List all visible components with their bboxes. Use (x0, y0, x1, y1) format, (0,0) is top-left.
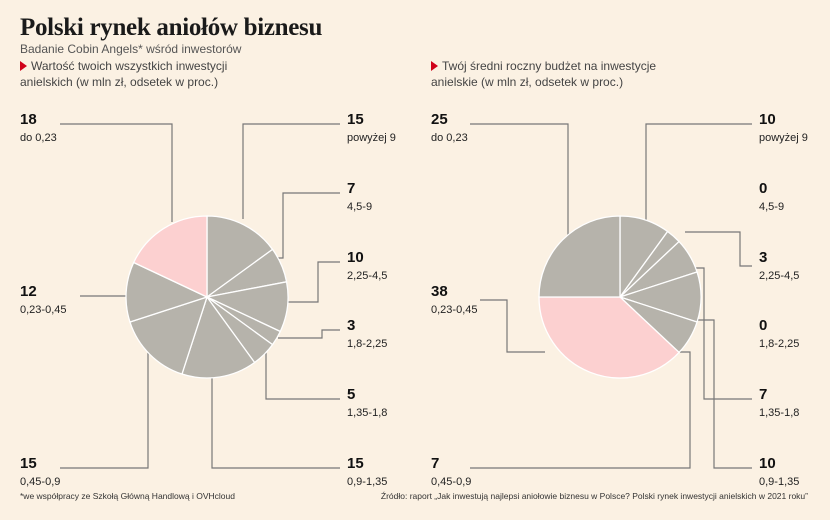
pie-slice (206, 215, 274, 299)
slice-category-label: powyżej 9 (759, 132, 808, 144)
leader-line (470, 351, 691, 469)
pie-slice (538, 296, 680, 379)
slice-value-label: 10 (759, 111, 776, 128)
leader-line (645, 123, 752, 220)
pie-slice (125, 261, 209, 323)
slice-category-label: powyżej 9 (347, 132, 396, 144)
leader-line (60, 350, 149, 469)
slice-category-label: 2,25-4,5 (759, 270, 799, 282)
leader-line (696, 319, 752, 469)
slice-category-label: 0,9-1,35 (759, 476, 799, 488)
slice-category-label: 1,8-2,25 (759, 338, 799, 350)
slice-value-label: 10 (759, 455, 776, 472)
pie-slice (181, 295, 256, 379)
leader-line (60, 123, 173, 222)
slice-value-label: 0 (759, 180, 767, 197)
slice-value-label: 7 (347, 180, 355, 197)
slice-value-label: 3 (759, 249, 767, 266)
pie-slice (132, 215, 208, 299)
slice-value-label: 7 (431, 455, 439, 472)
triangle-marker-icon (431, 61, 438, 71)
slice-category-label: 1,8-2,25 (347, 338, 387, 350)
slice-value-label: 38 (431, 283, 448, 300)
pie-slice (538, 215, 621, 298)
slice-value-label: 10 (347, 249, 364, 266)
chart-1-heading: Wartość twoich wszystkich inwestycji ani… (20, 58, 250, 90)
slice-category-label: 4,5-9 (347, 201, 372, 213)
slice-category-label: 0,45-0,9 (431, 476, 471, 488)
page-title: Polski rynek aniołów biznesu (20, 14, 323, 41)
pie-chart-1: 15 powyżej 9 7 4,5-9 10 2,25-4,5 3 1,8-2,25 5 1,3… (20, 111, 396, 488)
chart-2-heading-line-2: anielskie (w mln zł, odsetek w proc.) (431, 75, 624, 89)
leader-line (696, 267, 752, 400)
leader-line (276, 192, 340, 259)
slice-value-label: 15 (347, 455, 364, 472)
page-subtitle: Badanie Cobin Angels* wśród inwestorów (20, 42, 242, 56)
slice-value-label: 12 (20, 283, 37, 300)
slice-value-label: 3 (347, 317, 355, 334)
chart-1-heading-line-1: Wartość twoich wszystkich inwestycji (31, 59, 228, 73)
chart-1-heading-line-2: anielskich (w mln zł, odsetek w proc.) (20, 75, 219, 89)
slice-value-label: 25 (431, 111, 448, 128)
leader-line (265, 352, 340, 400)
slice-value-label: 5 (347, 386, 355, 403)
slice-category-label: 0,23-0,45 (431, 304, 477, 316)
leader-line (470, 123, 569, 235)
slice-category-label: do 0,23 (20, 132, 57, 144)
leader-line (685, 231, 752, 267)
slice-category-label: 4,5-9 (759, 201, 784, 213)
slice-category-label: 1,35-1,8 (759, 407, 799, 419)
leader-line (211, 378, 340, 469)
slice-value-label: 15 (20, 455, 37, 472)
slice-category-label: do 0,23 (431, 132, 468, 144)
slice-category-label: 0,9-1,35 (347, 476, 387, 488)
slice-value-label: 0 (759, 317, 767, 334)
leader-line (278, 329, 340, 339)
slice-value-label: 15 (347, 111, 364, 128)
chart-2-heading-line-1: Twój średni roczny budżet na inwestycje (442, 59, 657, 73)
slice-value-label: 7 (759, 386, 767, 403)
slice-category-label: 0,23-0,45 (20, 304, 66, 316)
slice-category-label: 2,25-4,5 (347, 270, 387, 282)
slice-category-label: 0,45-0,9 (20, 476, 60, 488)
chart-2-heading: Twój średni roczny budżet na inwestycje … (431, 58, 661, 90)
leader-line (480, 299, 545, 353)
triangle-marker-icon (20, 61, 27, 71)
pie-chart-2: 10 powyżej 9 0 4,5-9 3 2,25-4,5 0 1,8-2,25 7 1,35… (431, 111, 808, 488)
slice-category-label: 1,35-1,8 (347, 407, 387, 419)
leader-line (242, 123, 340, 219)
slice-value-label: 18 (20, 111, 37, 128)
leader-line (284, 261, 340, 303)
source-note: Źródło: raport „Jak inwestują najlepsi a… (380, 491, 808, 501)
footnote: *we współpracy ze Szkołą Główną Handlową… (20, 491, 235, 501)
